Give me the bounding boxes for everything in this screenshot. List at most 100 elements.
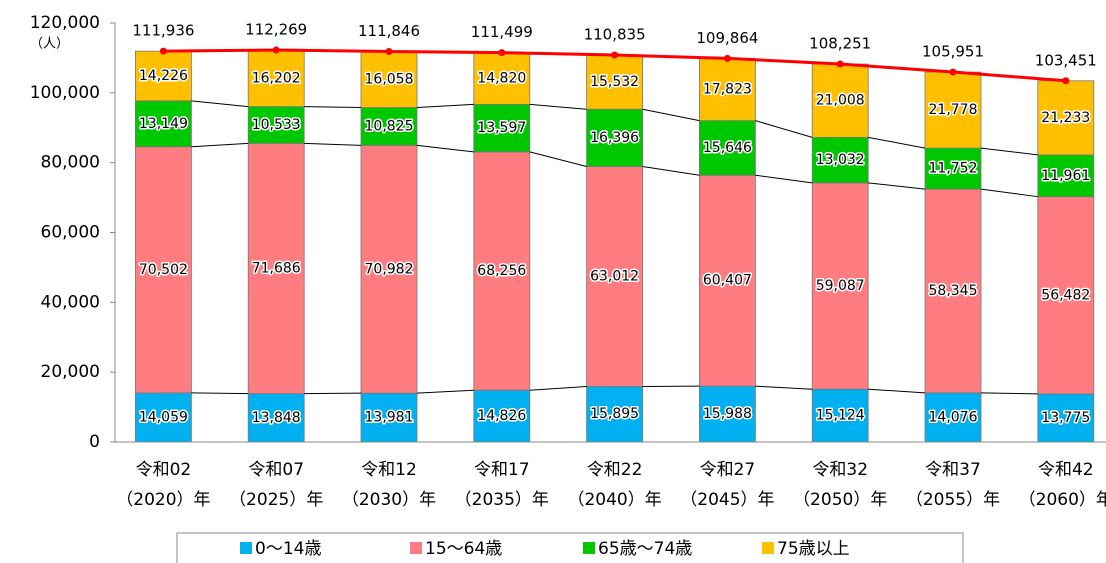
data-label: 14,226 [139,68,188,84]
data-label: 58,345 [929,283,978,299]
x-tick-label: （2055）年 [906,490,1000,510]
connector-line [755,120,813,138]
bar-segment [247,393,305,443]
bar-segment [1037,80,1095,156]
data-label: 70,502 [139,262,188,278]
data-label: 13,032 [816,152,865,168]
bar-segment [1037,154,1095,198]
data-label: 11,961 [1041,168,1090,184]
bar-segment [811,182,869,390]
bar-segment [586,166,643,387]
data-label: 13,981 [365,410,414,426]
data-label: 14,826 [477,408,526,424]
bar-segment [247,49,305,107]
bar-segment [586,108,643,167]
connector-line [980,392,1038,395]
bar-segment [699,385,756,443]
data-label: 11,752 [929,161,978,177]
total-label: 105,951 [922,43,984,61]
connector-line [304,142,362,146]
connector-line [416,103,474,109]
total-label: 111,499 [471,23,533,41]
x-tick-label: 令和42 [1038,460,1094,480]
total-point [498,49,506,57]
data-label: 15,895 [590,406,639,422]
connector-line [868,182,926,190]
bar-segment [360,51,418,108]
bar-segment [699,120,756,176]
connector-line [191,142,249,148]
data-label: 56,482 [1041,287,1090,303]
x-tick-label: （2030）年 [342,490,436,510]
total-point [385,47,393,55]
y-tick-label: 60,000 [41,223,100,243]
x-tick-label: 令和07 [248,460,304,480]
x-tick-label: 令和27 [700,460,756,480]
legend-swatch [240,542,252,554]
total-point [723,54,731,62]
data-label: 13,597 [477,120,526,136]
bar-segment [1037,196,1095,395]
legend-label: 65歳～74歳 [598,539,692,559]
bar-segment [924,392,982,443]
legend-label: 0～14歳 [255,539,321,559]
bar-segment [360,107,418,146]
data-label: 15,124 [816,408,865,424]
bar-segment [586,386,643,443]
total-label: 103,451 [1035,51,1097,69]
bar-segment [811,136,869,184]
y-tick-label: 0 [89,432,100,452]
data-label: 15,646 [703,140,752,156]
bar-segment [1037,393,1095,443]
connector-line [755,385,813,390]
legend-swatch [762,542,774,554]
total-point [1062,77,1070,85]
y-tick-label: 120,000 [30,13,100,33]
data-label: 10,533 [252,117,301,133]
legend-box [176,532,964,563]
y-tick-label: 20,000 [41,362,100,382]
data-label: 16,058 [365,72,414,88]
connector-line [304,106,362,109]
bar-segment [247,142,305,395]
connector-line [191,392,249,395]
connector-line [416,144,474,153]
connector-line [642,165,700,176]
data-label: 16,396 [590,130,639,146]
data-label: 13,149 [139,116,188,132]
data-label: 13,775 [1041,410,1090,426]
data-label: 21,233 [1041,110,1090,126]
y-tick-label: 80,000 [41,153,100,173]
data-label: 10,825 [365,118,414,134]
bar-segment [134,50,192,102]
connector-line [980,188,1038,198]
total-label: 112,269 [245,20,307,38]
bar-segment [586,54,643,110]
connector-line [642,108,700,122]
total-label: 109,864 [696,29,758,47]
total-point [159,47,167,55]
data-label: 59,087 [816,278,865,294]
x-tick-label: 令和17 [474,460,530,480]
y-unit: （人） [30,37,69,52]
legend-swatch [410,542,422,554]
data-label: 71,686 [252,260,301,276]
total-label: 111,936 [132,22,194,40]
x-tick-label: 令和12 [361,460,417,480]
x-tick-label: 令和37 [925,460,981,480]
x-tick-label: （2020）年 [116,490,210,510]
connector-line [416,389,474,394]
connector-line [980,147,1038,156]
connector-line [529,103,587,110]
connector-line [755,174,813,184]
legend-label: 75歳以上 [777,539,850,559]
data-label: 15,988 [703,406,752,422]
data-label: 14,059 [139,409,188,425]
total-point [611,51,619,59]
connector-line [868,136,926,149]
bar-segment [811,63,869,138]
total-point [836,60,844,68]
connector-line [529,386,587,391]
data-label: 70,982 [365,261,414,277]
